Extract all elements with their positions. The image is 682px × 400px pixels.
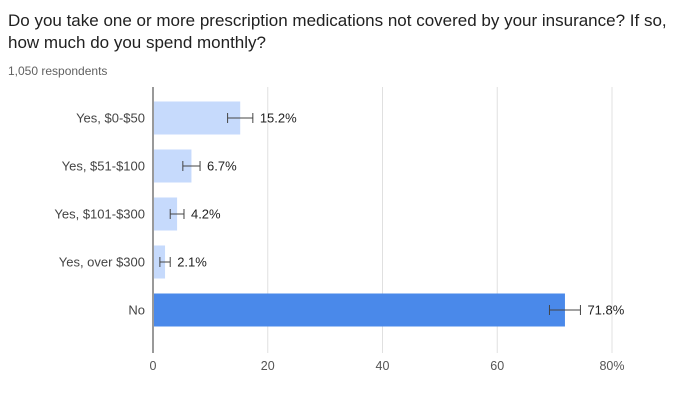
- data-labels: 15.2% 6.7% 4.2% 2.1% 71.8%: [177, 111, 625, 318]
- category-label: No: [128, 303, 145, 318]
- error-bars: [159, 113, 581, 315]
- x-tick-label: 60: [490, 359, 504, 373]
- chart-title: Do you take one or more prescription med…: [8, 11, 667, 52]
- data-label: 71.8%: [587, 303, 624, 318]
- bar: [154, 101, 241, 135]
- category-labels: Yes, $0-$50 Yes, $51-$100 Yes, $101-$300 Ye…: [54, 111, 145, 318]
- category-label: Yes, $101-$300: [54, 207, 145, 222]
- x-tick-label: 0: [150, 359, 157, 373]
- category-label: Yes, $0-$50: [76, 111, 145, 126]
- bars: [154, 101, 565, 327]
- data-label: 6.7%: [207, 159, 237, 174]
- bar: [154, 197, 178, 231]
- data-label: 4.2%: [191, 207, 221, 222]
- data-label: 2.1%: [177, 255, 207, 270]
- x-axis-ticks: 0 20 40 60 80%: [150, 359, 625, 373]
- category-label: Yes, $51-$100: [62, 159, 145, 174]
- x-tick-label: 20: [261, 359, 275, 373]
- category-label: Yes, over $300: [59, 255, 145, 270]
- x-tick-label: 40: [376, 359, 390, 373]
- x-tick-label: 80%: [599, 359, 624, 373]
- bar: [154, 293, 565, 327]
- chart-subtitle: 1,050 respondents: [8, 64, 108, 78]
- data-label: 15.2%: [260, 111, 297, 126]
